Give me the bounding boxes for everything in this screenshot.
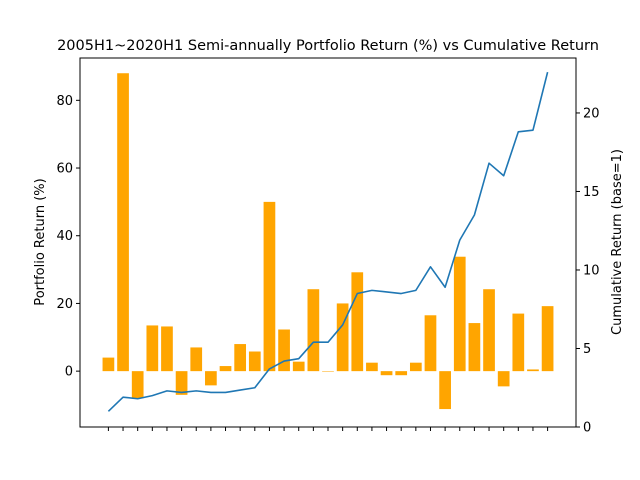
bar-26 xyxy=(468,323,481,372)
y-axis-left-label: Portfolio Return (%) xyxy=(33,178,48,305)
cumulative-return-line xyxy=(107,71,549,412)
bar-31 xyxy=(541,306,554,372)
bar-12 xyxy=(263,201,276,372)
bar-23 xyxy=(424,315,437,372)
y-tick-left-label: 80 xyxy=(56,94,73,109)
bar-13 xyxy=(278,329,290,372)
y-tick-left-label: 60 xyxy=(56,162,73,177)
y-axis-right-label: Cumulative Return (base=1) xyxy=(610,149,625,335)
chart-title: 2005H1~2020H1 Semi-annually Portfolio Re… xyxy=(57,38,599,54)
bar-18 xyxy=(351,272,364,372)
bar-5 xyxy=(161,326,173,372)
y-tick-right-label: 10 xyxy=(583,263,600,278)
bar-24 xyxy=(439,371,451,410)
bar-8 xyxy=(205,371,217,386)
bar-30 xyxy=(527,369,539,372)
x-axis xyxy=(107,427,549,431)
y-tick-left-label: 20 xyxy=(56,297,73,312)
bar-19 xyxy=(366,362,378,372)
bar-3 xyxy=(131,371,144,399)
y-tick-right-label: 0 xyxy=(583,421,591,436)
y-tick-right-label: 15 xyxy=(583,185,600,200)
y-tick-left-label: 40 xyxy=(56,229,73,244)
y-tick-left-label: 0 xyxy=(65,365,73,380)
bar-9 xyxy=(219,366,232,372)
bar-29 xyxy=(512,313,525,372)
line-layer xyxy=(107,71,549,412)
bar-21 xyxy=(395,371,408,376)
bar-22 xyxy=(409,362,422,372)
bar-11 xyxy=(248,351,261,372)
bar-4 xyxy=(146,325,159,372)
bar-7 xyxy=(190,347,203,372)
bar-10 xyxy=(234,344,247,372)
bar-25 xyxy=(453,256,466,372)
bar-1 xyxy=(102,357,115,372)
y-tick-right-label: 5 xyxy=(583,342,591,357)
bar-16 xyxy=(322,371,334,372)
bar-2 xyxy=(117,73,129,372)
bar-15 xyxy=(307,289,320,372)
bar-14 xyxy=(292,361,305,372)
bar-28 xyxy=(497,371,510,387)
bar-17 xyxy=(336,303,349,372)
bar-27 xyxy=(483,289,495,372)
bar-6 xyxy=(175,371,188,395)
bars-layer xyxy=(102,73,554,410)
right-axis: 0 5 10 15 20 xyxy=(576,106,600,436)
y-tick-right-label: 20 xyxy=(583,106,600,121)
bar-20 xyxy=(380,371,393,376)
left-axis: 0 20 40 60 80 xyxy=(56,94,80,380)
